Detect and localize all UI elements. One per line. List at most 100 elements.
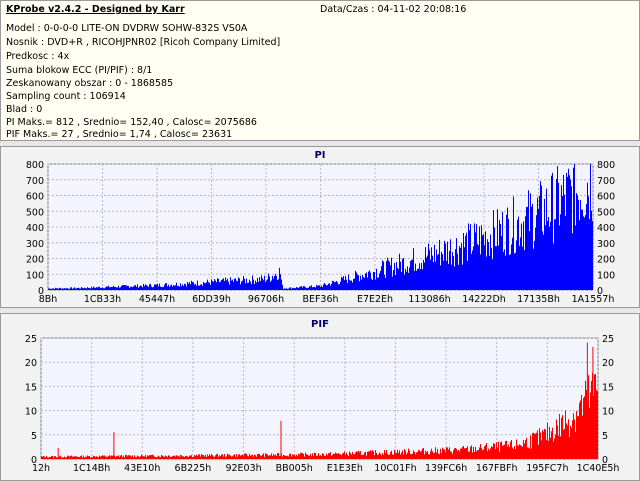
pi-bar	[371, 278, 372, 290]
pi-bar	[514, 253, 515, 290]
pi-bar	[244, 278, 245, 290]
pif-bar	[117, 456, 118, 459]
pif-xtick: BB005h	[276, 463, 313, 474]
pi-bar	[261, 275, 262, 290]
pif-bar	[49, 456, 50, 459]
pi-bar	[565, 215, 566, 290]
pi-bar	[296, 287, 297, 290]
pif-bar	[359, 452, 360, 459]
pif-bar	[373, 451, 374, 459]
pi-bar	[58, 288, 59, 290]
pif-bar	[357, 451, 358, 459]
pi-bar	[170, 285, 171, 290]
pif-bar	[97, 456, 98, 459]
pi-bar	[488, 242, 489, 290]
pif-bar	[271, 453, 272, 459]
pi-bar	[408, 272, 409, 290]
pi-bar	[195, 283, 196, 290]
pif-bar	[162, 455, 163, 459]
pi-ytick-left: 700	[26, 176, 44, 187]
pi-bar	[219, 282, 220, 290]
pif-bar	[159, 456, 160, 459]
pi-bar	[133, 286, 134, 290]
pif-bar	[415, 454, 416, 459]
pi-bar	[443, 260, 444, 290]
pif-bar	[175, 456, 176, 459]
pif-bar	[107, 456, 108, 459]
pi-bar	[216, 282, 217, 290]
pi-bar	[521, 223, 522, 290]
pi-bar	[527, 207, 528, 290]
pif-bar	[595, 374, 596, 459]
pif-bar	[77, 456, 78, 459]
pi-bar	[517, 219, 518, 290]
pi-bar	[448, 263, 449, 290]
pif-bar	[535, 433, 536, 459]
pif-bar	[288, 456, 289, 459]
pi-bar	[243, 276, 244, 290]
pif-bar	[279, 455, 280, 459]
pi-bar	[583, 216, 584, 290]
pif-bar	[329, 453, 330, 459]
pi-bar	[180, 283, 181, 290]
pif-bar	[444, 449, 445, 459]
pif-bar	[517, 445, 518, 459]
pi-bar	[421, 262, 422, 290]
pif-bar	[397, 449, 398, 459]
pi-bar	[475, 232, 476, 290]
pi-bar	[555, 219, 556, 290]
pi-bar	[147, 285, 148, 290]
pi-bar	[60, 288, 61, 290]
pi-bar	[222, 279, 223, 290]
pi-bar	[281, 279, 282, 290]
pif-bar	[500, 442, 501, 459]
pi-ytick-left: 400	[26, 223, 44, 234]
pif-xtick: 1C40E5h	[577, 463, 620, 474]
pif-bar	[435, 447, 436, 459]
pi-xtick: 14222Dh	[462, 294, 506, 305]
pi-bar	[146, 285, 147, 290]
pi-bar	[267, 279, 268, 290]
pif-bar	[550, 437, 551, 459]
pi-bar	[570, 179, 571, 290]
pi-bar	[423, 259, 424, 290]
pi-bar	[491, 247, 492, 290]
pi-bar	[274, 275, 275, 290]
pi-bar	[534, 240, 535, 290]
pif-bar	[408, 448, 409, 459]
pif-bar	[295, 456, 296, 459]
pif-bar	[163, 456, 164, 459]
pif-bar	[130, 455, 131, 459]
pif-bar	[409, 450, 410, 459]
pif-bar	[558, 435, 559, 459]
pif-bar	[168, 455, 169, 459]
pif-bar	[100, 456, 101, 459]
pi-bar	[167, 286, 168, 290]
pif-bar	[185, 455, 186, 459]
pif-bar	[301, 453, 302, 459]
pif-bar	[565, 410, 566, 459]
pif-bar	[567, 425, 568, 459]
pif-bar	[434, 452, 435, 459]
pi-bar	[382, 260, 383, 290]
pif-bar	[573, 413, 574, 459]
pif-bar	[370, 450, 371, 459]
pif-bar	[433, 452, 434, 459]
pif-bar	[575, 431, 576, 459]
pi-bar	[280, 274, 281, 290]
pi-bar	[484, 245, 485, 290]
pif-ytick-right: 5	[602, 431, 608, 442]
pi-bar	[313, 286, 314, 290]
pif-bar	[586, 389, 587, 459]
pif-bar	[308, 455, 309, 459]
pif-bar	[105, 456, 106, 459]
pi-bar	[436, 249, 437, 290]
pi-bar	[242, 280, 243, 290]
pi-bar	[260, 281, 261, 290]
pif-bar	[216, 454, 217, 459]
pi-bar	[405, 268, 406, 290]
pi-bar	[78, 287, 79, 290]
pi-bar	[363, 277, 364, 290]
pif-bar	[576, 411, 577, 459]
pif-bar	[232, 456, 233, 459]
